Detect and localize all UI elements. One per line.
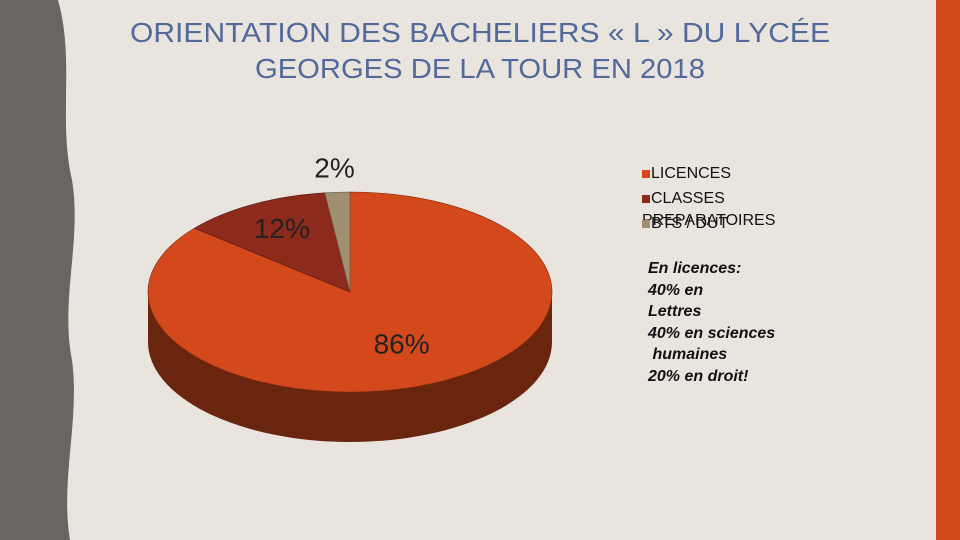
slice: [193, 192, 351, 293]
annotation: En licences: 40% en Lettres 40% en sciences…: [648, 258, 775, 387]
annotation-line: 40% en: [648, 281, 704, 299]
legend-item: BTS / DUT: [642, 213, 807, 235]
annotation-line: humaines: [648, 346, 728, 363]
annotation-line: 40% en sciences: [648, 324, 776, 342]
legend-item: LICENCES: [642, 163, 807, 185]
legend-swatch: [642, 220, 650, 228]
slice-side: [148, 292, 552, 442]
annotation-line: En licences:: [648, 260, 742, 277]
left-band: [0, 0, 75, 540]
legend-swatch: [642, 170, 650, 178]
right-band: [936, 0, 960, 540]
annotation-line: Lettres: [648, 303, 702, 320]
legend-label: LICENCES: [651, 165, 732, 182]
data-label: 12%: [254, 213, 310, 244]
legend-swatch: [642, 195, 650, 203]
slice: [324, 191, 351, 293]
legend-item: CLASSES PREPARATOIRES: [642, 188, 807, 232]
legend-label: CLASSES PREPARATOIRES: [642, 190, 776, 229]
legend-label: BTS / DUT: [651, 215, 729, 232]
data-label: 2%: [314, 153, 354, 184]
pie: 86% 12%2%: [147, 153, 553, 442]
title-line: GEORGES DE LA TOUR EN 2018: [255, 53, 705, 84]
data-label: 86%: [374, 329, 430, 360]
title-line: ORIENTATION DES BACHELIERS « L » DU LYCÉ…: [130, 17, 830, 48]
annotation-line: 20% en droit!: [648, 367, 749, 385]
